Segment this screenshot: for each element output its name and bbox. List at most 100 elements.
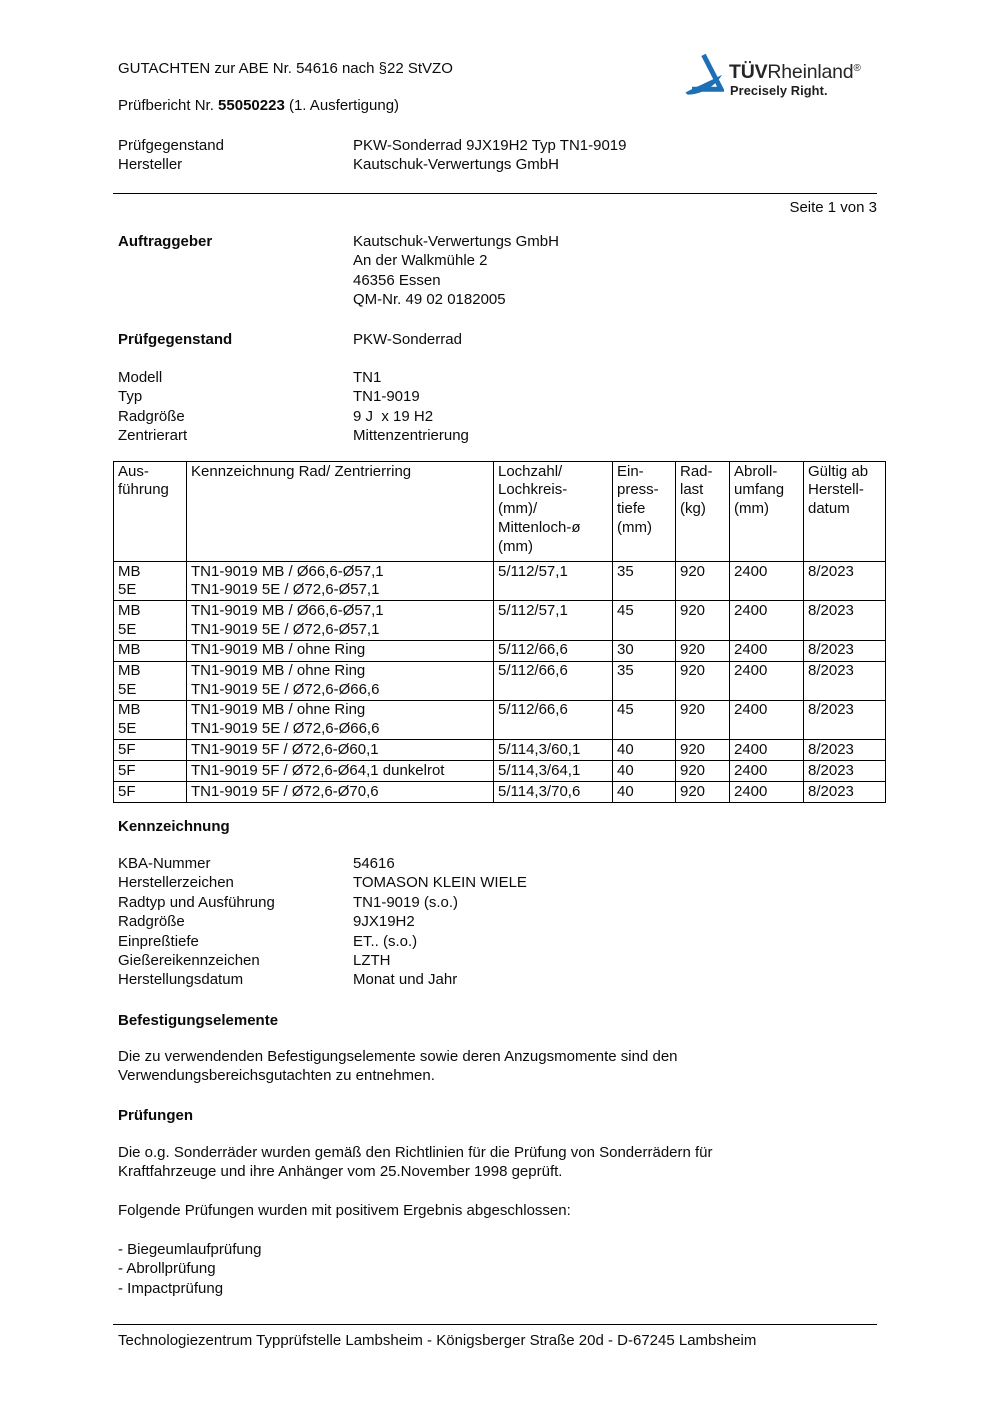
logo-wordmark: TÜVRheinland®	[729, 59, 861, 82]
kennzeichnung-row: Radgröße 9JX19H2	[118, 912, 527, 931]
cell-radlast: 920	[675, 781, 730, 804]
table-header-row: Aus- führung Kennzeichnung Rad/ Zentrier…	[113, 461, 886, 562]
cell-lochzahl: 5/112/66,6	[493, 660, 613, 701]
kennzeichnung-label: Einpreßtiefe	[118, 932, 199, 950]
cell-einpresstiefe: 40	[612, 760, 676, 783]
pruefgegenstand-label: Prüfgegenstand	[118, 331, 233, 348]
table-row: MB 5E TN1-9019 MB / ohne Ring TN1-9019 5…	[113, 699, 886, 741]
tuv-rheinland-logo: TÜVRheinland® Precisely Right.	[683, 50, 883, 106]
cell-abrollumfang: 2400	[729, 639, 804, 662]
model-label: Zentrierart	[118, 427, 188, 445]
cell-einpresstiefe: 45	[612, 600, 676, 641]
cell-ausfuehrung: MB 5E	[113, 560, 187, 602]
intro-row: Hersteller Kautschuk-Verwertungs GmbH	[118, 155, 627, 174]
cell-abrollumfang: 2400	[729, 699, 804, 741]
cell-gueltig-ab: 8/2023	[803, 600, 886, 641]
cell-abrollumfang: 2400	[729, 739, 804, 762]
model-value: 9 J x 19 H2	[353, 407, 434, 425]
pruefungen-heading: Prüfungen	[118, 1107, 193, 1124]
cell-radlast: 920	[675, 739, 730, 762]
cell-einpresstiefe: 30	[612, 639, 676, 662]
registered-mark-icon: ®	[853, 63, 861, 74]
cell-lochzahl: 5/112/57,1	[493, 600, 613, 641]
pruefungen-text1: Die o.g. Sonderräder wurden gemäß den Ri…	[118, 1144, 713, 1181]
logo-tuv: TÜV	[729, 61, 768, 83]
kennzeichnung-value: 54616	[353, 855, 395, 872]
cell-abrollumfang: 2400	[729, 760, 804, 783]
cell-ausfuehrung: MB 5E	[113, 600, 187, 641]
pruefungen-list: - Biegeumlaufprüfung - Abrollprüfung - I…	[118, 1240, 261, 1298]
intro-summary: Prüfgegenstand PKW-Sonderrad 9JX19H2 Typ…	[118, 136, 627, 175]
footer-divider	[113, 1324, 877, 1325]
model-row: Radgröße 9 J x 19 H2	[118, 407, 469, 426]
cell-gueltig-ab: 8/2023	[803, 760, 886, 783]
report-suffix: (1. Ausfertigung)	[284, 97, 400, 114]
table-row: 5F TN1-9019 5F / Ø72,6-Ø60,1 5/114,3/60,…	[113, 739, 886, 762]
pruefungen-text2: Folgende Prüfungen wurden mit positivem …	[118, 1202, 571, 1219]
list-item: - Impactprüfung	[118, 1279, 224, 1297]
cell-kennzeichnung: TN1-9019 MB / ohne Ring TN1-9019 5E / Ø7…	[186, 660, 494, 701]
auftraggeber-address: Kautschuk-Verwertungs GmbH An der Walkmü…	[353, 233, 559, 309]
cell-kennzeichnung: TN1-9019 MB / Ø66,6-Ø57,1 TN1-9019 5E / …	[186, 600, 494, 641]
model-row: Modell TN1	[118, 368, 469, 387]
model-value: TN1	[353, 369, 382, 386]
befestigungselemente-heading: Befestigungselemente	[118, 1012, 279, 1029]
model-row: Zentrierart Mittenzentrierung	[118, 426, 469, 445]
kennzeichnung-value: LZTH	[353, 952, 391, 970]
kennzeichnung-row: Herstellungsdatum Monat und Jahr	[118, 970, 527, 989]
col-header-abrollumfang: Abroll- umfang (mm)	[729, 461, 804, 562]
kennzeichnung-label: Radgröße	[118, 913, 185, 931]
kennzeichnung-row: Herstellerzeichen TOMASON KLEIN WIELE	[118, 873, 527, 892]
list-item: - Biegeumlaufprüfung	[118, 1241, 262, 1258]
cell-kennzeichnung: TN1-9019 5F / Ø72,6-Ø64,1 dunkelrot	[186, 760, 494, 783]
intro-value: Kautschuk-Verwertungs GmbH	[353, 156, 559, 174]
col-header-radlast: Rad- last (kg)	[675, 461, 730, 562]
col-header-ausfuehrung: Aus- führung	[113, 461, 187, 562]
cell-radlast: 920	[675, 639, 730, 662]
document-title: GUTACHTEN zur ABE Nr. 54616 nach §22 StV…	[118, 60, 453, 77]
cell-gueltig-ab: 8/2023	[803, 660, 886, 701]
kennzeichnung-row: Einpreßtiefe ET.. (s.o.)	[118, 932, 527, 951]
col-header-gueltig-ab: Gültig ab Herstell- datum	[803, 461, 886, 562]
cell-einpresstiefe: 35	[612, 560, 676, 602]
cell-kennzeichnung: TN1-9019 MB / ohne Ring TN1-9019 5E / Ø7…	[186, 699, 494, 741]
kennzeichnung-label: Herstellungsdatum	[118, 971, 244, 989]
cell-radlast: 920	[675, 760, 730, 783]
cell-abrollumfang: 2400	[729, 560, 804, 602]
model-row: Typ TN1-9019	[118, 387, 469, 406]
cell-kennzeichnung: TN1-9019 5F / Ø72,6-Ø60,1	[186, 739, 494, 762]
kennzeichnung-value: TOMASON KLEIN WIELE	[353, 874, 527, 892]
cell-lochzahl: 5/112/66,6	[493, 639, 613, 662]
cell-abrollumfang: 2400	[729, 660, 804, 701]
kennzeichnung-label: Gießereikennzeichen	[118, 952, 260, 970]
cell-lochzahl: 5/112/66,6	[493, 699, 613, 741]
cell-kennzeichnung: TN1-9019 MB / Ø66,6-Ø57,1 TN1-9019 5E / …	[186, 560, 494, 602]
cell-gueltig-ab: 8/2023	[803, 699, 886, 741]
tuv-triangle-icon	[685, 53, 724, 95]
kennzeichnung-value: ET.. (s.o.)	[353, 932, 418, 950]
cell-einpresstiefe: 40	[612, 781, 676, 804]
intro-label: Prüfgegenstand	[118, 137, 224, 154]
pruefgegenstand-section: Prüfgegenstand PKW-Sonderrad	[118, 330, 462, 349]
report-label: Prüfbericht Nr.	[118, 97, 219, 114]
cell-abrollumfang: 2400	[729, 600, 804, 641]
cell-gueltig-ab: 8/2023	[803, 639, 886, 662]
cell-ausfuehrung: MB 5E	[113, 660, 187, 701]
table-row: MB 5E TN1-9019 MB / Ø66,6-Ø57,1 TN1-9019…	[113, 560, 886, 602]
kennzeichnung-label: KBA-Nummer	[118, 855, 211, 872]
kennzeichnung-section: KBA-Nummer 54616 Herstellerzeichen TOMAS…	[118, 854, 527, 990]
cell-lochzahl: 5/114,3/60,1	[493, 739, 613, 762]
auftraggeber-label: Auftraggeber	[118, 233, 213, 250]
footer-address: Technologiezentrum Typprüfstelle Lambshe…	[118, 1332, 757, 1349]
header-divider	[113, 193, 877, 194]
table-row: MB 5E TN1-9019 MB / Ø66,6-Ø57,1 TN1-9019…	[113, 600, 886, 641]
model-label: Modell	[118, 369, 163, 386]
cell-gueltig-ab: 8/2023	[803, 739, 886, 762]
cell-radlast: 920	[675, 560, 730, 602]
intro-label: Hersteller	[118, 156, 183, 174]
wheel-spec-table: Aus- führung Kennzeichnung Rad/ Zentrier…	[113, 461, 886, 804]
cell-ausfuehrung: 5F	[113, 781, 187, 804]
model-label: Typ	[118, 388, 143, 406]
auftraggeber-section: Auftraggeber Kautschuk-Verwertungs GmbH …	[118, 232, 559, 310]
cell-einpresstiefe: 35	[612, 660, 676, 701]
